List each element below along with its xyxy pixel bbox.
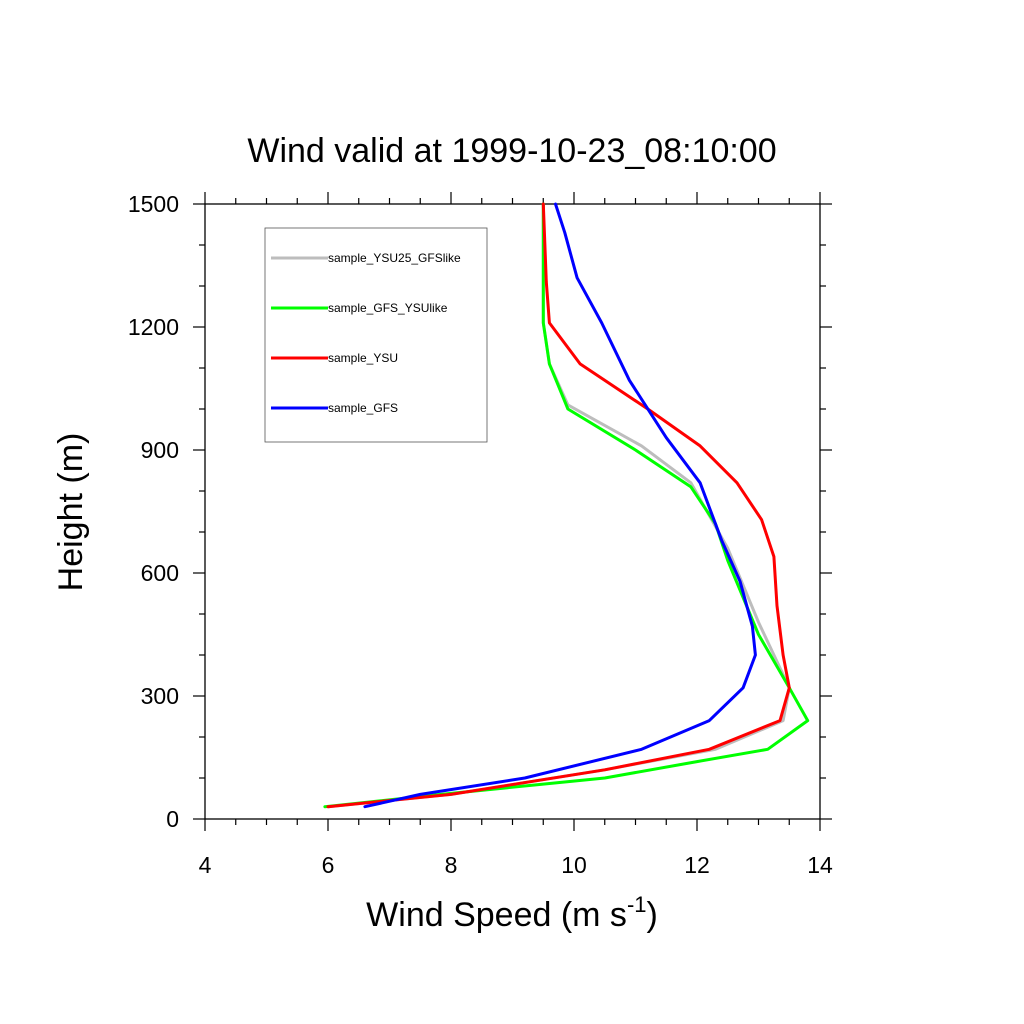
y-tick-label: 600: [141, 560, 179, 586]
legend-label: sample_YSU: [328, 351, 398, 365]
x-axis-label: Wind Speed (m s-1): [366, 892, 658, 934]
legend-label: sample_YSU25_GFSlike: [328, 251, 461, 265]
x-axis-label-close: ): [647, 896, 658, 934]
legend-box: [264, 227, 488, 443]
x-tick-label: 4: [199, 852, 212, 878]
legend-label: sample_GFS: [328, 401, 398, 415]
x-tick-label: 6: [322, 852, 335, 878]
y-tick-label: 300: [141, 683, 179, 709]
series-line-sample_GFS_YSUlike: [323, 202, 810, 809]
x-axis-label-main: Wind Speed (m s: [366, 896, 627, 934]
series-line-sample_GFS: [363, 202, 757, 809]
y-tick-label: 1200: [128, 314, 179, 340]
legend: sample_YSU25_GFSlike sample_GFS_YSUlikesa…: [264, 227, 488, 443]
x-axis-label-superscript: -1: [627, 892, 647, 917]
y-tick-label: 900: [141, 437, 179, 463]
x-tick-label: 14: [807, 852, 833, 878]
x-tick-label: 8: [445, 852, 458, 878]
chart-title: Wind valid at 1999-10-23_08:10:00: [247, 132, 776, 170]
x-tick-label: 10: [561, 852, 587, 878]
y-tick-label: 0: [166, 806, 179, 832]
series-lines: [323, 202, 810, 809]
legend-label: sample_GFS_YSUlike: [328, 301, 448, 315]
y-tick-label: 1500: [128, 191, 179, 217]
y-axis-label: Height (m): [52, 433, 90, 592]
y-axis-ticks: 0 300 600 900 1200 1500: [128, 191, 832, 832]
series-line-sample_YSU: [326, 202, 791, 809]
x-tick-label: 12: [684, 852, 710, 878]
x-axis-ticks: 4 6 8 10 12 14: [199, 192, 833, 878]
plot-area: 4 6 8 10 12 14 0 300 600 900 1200 1500: [128, 191, 833, 878]
